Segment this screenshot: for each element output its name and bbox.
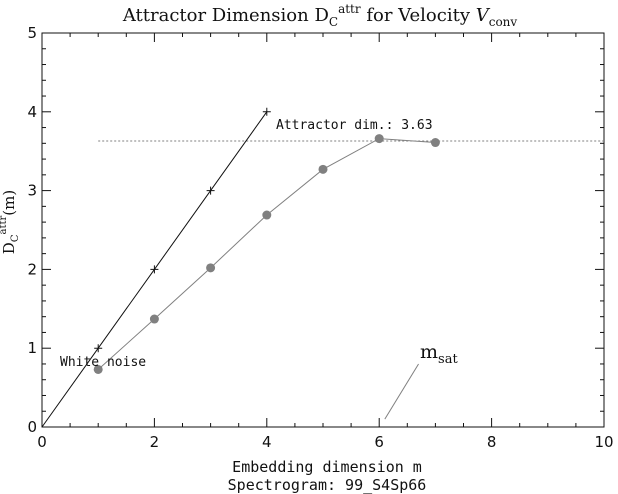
y-axis-label: DCattr(m)	[0, 190, 21, 254]
x-tick-label: 6	[374, 433, 384, 451]
plus-marker	[262, 107, 271, 116]
m-sat-sub: sat	[438, 352, 458, 367]
circle-marker	[430, 138, 440, 148]
circle-marker	[93, 364, 103, 374]
y-tick-label: 3	[27, 182, 37, 200]
x-tick-label: 0	[37, 433, 47, 451]
title-sup: attr	[338, 2, 361, 16]
ylabel-main: D	[0, 242, 18, 254]
plus-marker	[206, 186, 215, 195]
x-axis-label: Embedding dimension m	[232, 458, 422, 476]
title-var: V	[476, 5, 491, 26]
x-tick-label: 8	[487, 433, 497, 451]
plot-area: 0 2 4 6 8 10 0 1 2 3 4 5 White noise Attractor dim.: …	[27, 24, 613, 451]
data-line	[97, 138, 436, 370]
ylabel-sub: C	[10, 234, 21, 242]
x-tick-label: 4	[262, 433, 272, 451]
y-tick-label: 0	[27, 418, 37, 436]
m-sat-pointer-line	[384, 363, 419, 420]
subcaption: Spectrogram: 99_S4Sp66	[228, 476, 427, 494]
m-sat-main: m	[420, 341, 438, 363]
plus-marker	[94, 344, 103, 353]
circle-marker	[262, 210, 272, 220]
white-noise-label: White noise	[60, 355, 146, 370]
title-prefix: Attractor Dimension D	[122, 5, 329, 26]
m-sat-label: msat	[420, 341, 458, 367]
y-tick-label: 4	[27, 103, 37, 121]
circle-marker	[149, 314, 159, 324]
y-tick-label: 2	[27, 260, 37, 278]
chart-title: Attractor Dimension DCattr for Velocity …	[122, 2, 518, 29]
y-tick-label: 1	[27, 339, 37, 357]
circle-marker	[374, 134, 384, 144]
title-var-sub: conv	[489, 15, 518, 29]
x-tick-label: 2	[150, 433, 160, 451]
title-sub: C	[329, 15, 338, 29]
ylabel-sup: attr	[0, 216, 9, 235]
plus-marker	[150, 265, 159, 274]
y-tick-label: 5	[27, 24, 37, 42]
circle-marker	[318, 164, 328, 174]
x-tick-label: 10	[594, 433, 613, 451]
attractor-dim-label: Attractor dim.: 3.63	[276, 118, 433, 133]
ylabel-suffix: (m)	[0, 190, 18, 216]
circle-marker	[206, 263, 216, 273]
title-mid: for Velocity	[361, 5, 476, 26]
